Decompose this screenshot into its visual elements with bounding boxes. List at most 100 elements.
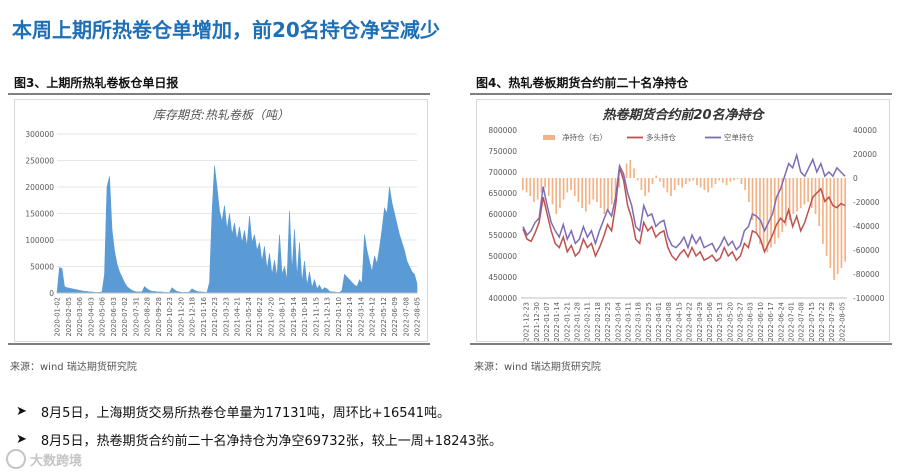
net-position-bar <box>614 178 617 196</box>
y2-tick-label: -80000 <box>853 270 880 279</box>
net-position-bar <box>670 178 672 196</box>
inventory-panel: 图3、上期所热轧卷板仓单日报 库存期货:热轧卷板（吨） 0 50000 100000 1… <box>8 68 430 346</box>
legend-label: 空单持仓 <box>724 132 754 142</box>
x-tick-label: 2020-03-06 <box>76 297 84 337</box>
net-position-panel: 图4、热轧卷板期货合约前二十名净持仓 热卷期货合约前20名净持仓 400000 45… <box>470 68 892 346</box>
net-position-bar <box>540 178 543 193</box>
panel-bottom-rule <box>470 343 892 345</box>
x-tick-label: 2021-06-22 <box>256 297 264 337</box>
net-position-bar <box>803 178 806 205</box>
x-tick-label: 2020-12-18 <box>189 297 197 337</box>
net-position-bar <box>573 178 576 196</box>
y-tick-label: 0 <box>49 289 54 298</box>
net-position-bar <box>633 168 635 178</box>
inventory-area-series <box>56 165 418 294</box>
x-tick-label: 2022-03-14 <box>357 297 365 337</box>
net-position-bar <box>807 178 809 202</box>
y-tick-label: 200000 <box>25 183 54 192</box>
net-position-bar <box>762 178 765 250</box>
x-tick-label: 2021-03-23 <box>222 297 230 337</box>
net-position-bar <box>840 178 843 268</box>
net-position-bar <box>833 178 835 280</box>
y-tick-label: 500000 <box>488 252 517 261</box>
net-position-bar <box>710 178 713 188</box>
net-position-bar <box>825 178 828 256</box>
bullet-text: 8月5日，上海期货交易所热卷仓单量为17131吨，周环比+16541吨。 <box>40 406 451 421</box>
net-position-bar <box>536 178 539 200</box>
x-tick-label: 2022-01-10 <box>335 297 343 337</box>
x-tick-label: 2021-05-24 <box>245 297 253 337</box>
net-position-bar <box>607 178 609 212</box>
net-position-bar <box>766 178 769 253</box>
net-position-bar <box>844 178 846 262</box>
net-position-bar <box>551 178 554 205</box>
net-position-bar <box>544 178 546 188</box>
net-position-bar <box>777 178 780 238</box>
x-tick-label: 2022-04-08 <box>665 302 673 341</box>
net-position-bar <box>792 178 795 214</box>
y2-tick-label: 40000 <box>853 126 877 135</box>
x-tick-label: 2021-12-30 <box>533 302 541 341</box>
x-tick-label: 2022-03-04 <box>614 302 622 341</box>
x-tick-label: 2021-07-20 <box>267 297 275 337</box>
figure-4-title: 图4、热轧卷板期货合约前二十名净持仓 <box>476 76 689 90</box>
net-position-bar <box>651 178 654 184</box>
x-tick-label: 2020-07-02 <box>121 297 129 337</box>
net-position-bar <box>618 178 621 188</box>
y2-tick-label: -100000 <box>853 294 885 303</box>
x-tick-label: 2021-08-17 <box>279 297 287 337</box>
net-position-bar <box>547 178 550 196</box>
x-tick-label: 2022-02-11 <box>584 302 592 341</box>
x-tick-label: 2022-06-03 <box>747 302 755 341</box>
x-tick-label: 2022-07-22 <box>818 302 826 341</box>
bullet-item: ➤ 8月5日，上海期货交易所热卷仓单量为17131吨，周环比+16541吨。 <box>16 402 502 421</box>
x-tick-label: 2020-08-28 <box>144 297 152 337</box>
y-tick-label: 400000 <box>488 294 517 303</box>
y-tick-label: 150000 <box>25 210 54 219</box>
x-tick-label: 2022-05-20 <box>726 302 734 341</box>
x-tick-label: 2021-04-21 <box>234 297 242 337</box>
y2-tick-label: -20000 <box>853 198 880 207</box>
x-tick-label: 2021-01-16 <box>200 297 208 337</box>
x-tick-label: 2022-07-01 <box>787 302 795 341</box>
net-position-bar <box>770 178 772 248</box>
net-position-combo-chart: 热卷期货合约前20名净持仓400000450000500000550000600… <box>488 107 885 341</box>
inventory-area-chart: 库存期货:热轧卷板（吨） 0 50000 100000 150000 200000 2500… <box>25 108 421 337</box>
x-tick-label: 2022-06-24 <box>777 302 785 341</box>
net-position-bar <box>729 178 732 182</box>
net-position-chart-box: 热卷期货合约前20名净持仓 400000 450000 500000 550000 600… <box>476 99 890 342</box>
net-position-bar <box>647 178 650 193</box>
arrow-icon: ➤ <box>16 404 27 419</box>
net-position-bar <box>603 178 606 214</box>
x-tick-label: 2022-02-14 <box>346 297 354 337</box>
x-tick-label: 2022-05-06 <box>706 302 714 341</box>
x-tick-label: 2021-10-18 <box>301 297 309 337</box>
net-position-bar <box>692 178 695 181</box>
net-position-bar <box>748 178 750 202</box>
watermark-text: 大数跨境 <box>30 453 83 469</box>
panel-bottom-rule <box>8 343 430 345</box>
net-position-bar <box>736 178 739 180</box>
net-position-bar <box>592 178 595 200</box>
x-tick-label: 2022-05-13 <box>716 302 724 341</box>
summary-bullets: ➤ 8月5日，上海期货交易所热卷仓单量为17131吨，周环比+16541吨。 ➤… <box>16 402 502 458</box>
x-tick-label: 2022-06-09 <box>391 297 399 337</box>
net-position-bar <box>744 178 746 190</box>
y-tick-label: 50000 <box>30 263 54 272</box>
net-position-bar <box>796 178 798 212</box>
net-position-bar <box>562 178 565 200</box>
net-position-bar <box>722 178 724 183</box>
net-position-bar <box>707 178 709 193</box>
x-tick-label: 2022-01-28 <box>574 302 582 341</box>
net-position-bar <box>581 178 583 208</box>
net-position-bar <box>810 178 813 208</box>
long-position-line <box>522 167 846 263</box>
y-tick-label: 250000 <box>25 157 54 166</box>
x-tick-label: 2022-01-14 <box>553 302 561 341</box>
net-position-bar <box>596 178 598 202</box>
x-tick-label: 2022-04-15 <box>675 302 683 341</box>
x-tick-label: 2022-06-17 <box>767 302 775 341</box>
y-tick-label: 750000 <box>488 147 517 156</box>
chart-title: 库存期货:热轧卷板（吨） <box>153 108 289 122</box>
x-tick-label: 2020-09-28 <box>155 297 163 337</box>
